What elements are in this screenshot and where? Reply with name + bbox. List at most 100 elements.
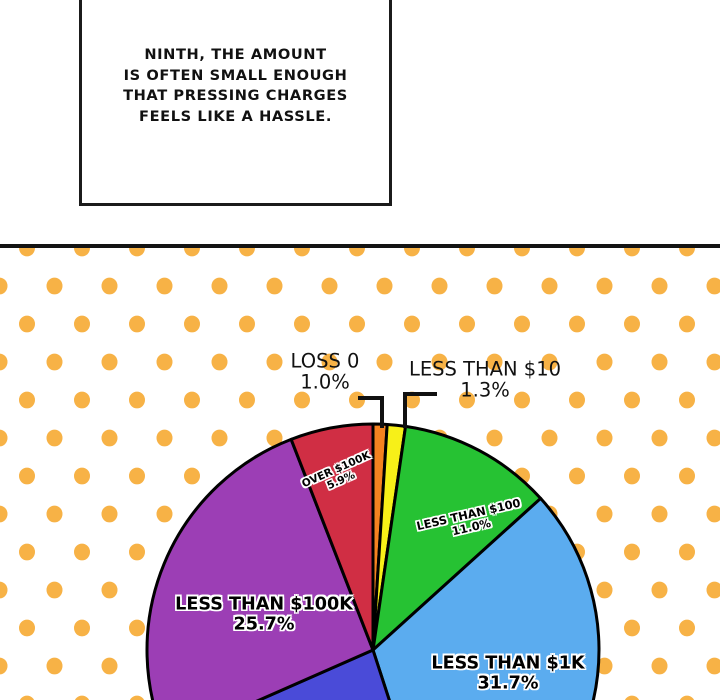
background-dot xyxy=(706,657,720,675)
background-dot xyxy=(679,619,695,637)
background-dot xyxy=(541,429,558,447)
background-dot xyxy=(569,315,585,333)
loss-0-leader xyxy=(358,396,384,428)
background-dot xyxy=(0,353,8,371)
background-dot xyxy=(679,467,695,485)
background-dot xyxy=(184,248,200,257)
background-dot xyxy=(596,657,613,675)
background-dot xyxy=(679,248,695,257)
background-dot xyxy=(19,543,35,561)
slice-label-name: LOSS 0 xyxy=(290,349,360,373)
background-dot xyxy=(46,277,63,295)
background-dot xyxy=(19,391,35,409)
background-dot xyxy=(294,315,310,333)
background-dot xyxy=(431,277,448,295)
pie-chart-svg xyxy=(145,392,601,700)
background-dot xyxy=(651,657,668,675)
background-dot xyxy=(541,353,558,371)
chart-section: LOSS 0 1.0% LESS THAN $10 1.3% LESS THAN $10… xyxy=(0,248,720,700)
pie-chart: LOSS 0 1.0% LESS THAN $10 1.3% LESS THAN $10… xyxy=(0,248,720,700)
pie-slices xyxy=(145,422,601,700)
background-dot xyxy=(651,581,668,599)
slice-label-percent: 1.0% xyxy=(300,371,350,394)
background-dot xyxy=(184,315,200,333)
slice-label-name: LESS THAN $10 xyxy=(408,357,562,381)
pie-slice[interactable] xyxy=(371,496,601,700)
background-dot xyxy=(266,429,283,447)
background-dot xyxy=(431,353,448,371)
background-dot xyxy=(46,353,63,371)
background-dot xyxy=(129,391,145,409)
background-dot xyxy=(266,277,283,295)
background-dot xyxy=(514,248,530,257)
background-dot xyxy=(19,467,35,485)
background-dot xyxy=(19,619,35,637)
background-dot xyxy=(19,248,35,257)
background-dot xyxy=(239,315,255,333)
background-dot xyxy=(349,315,365,333)
caption-text: NINTH, THE AMOUNT IS OFTEN SMALL ENOUGH … xyxy=(123,46,348,125)
background-dot xyxy=(651,353,668,371)
background-dot xyxy=(19,315,35,333)
background-dot xyxy=(624,695,640,700)
background-dot xyxy=(0,657,8,675)
background-dot xyxy=(74,695,90,700)
background-dot xyxy=(706,277,720,295)
background-dot xyxy=(129,543,145,561)
background-dot xyxy=(129,467,145,485)
background-dot xyxy=(679,391,695,409)
background-dot xyxy=(294,391,310,409)
background-dot xyxy=(624,248,640,257)
slice-label-percent: 1.3% xyxy=(460,379,510,402)
pie-slice[interactable] xyxy=(371,424,543,652)
background-dot xyxy=(101,657,118,675)
background-dot xyxy=(211,353,228,371)
caption-panel: NINTH, THE AMOUNT IS OFTEN SMALL ENOUGH … xyxy=(79,0,392,206)
background-dot xyxy=(101,353,118,371)
background-dot xyxy=(101,429,118,447)
background-dot xyxy=(184,467,200,485)
pie-slice[interactable] xyxy=(166,648,443,700)
comic-top-section: NINTH, THE AMOUNT IS OFTEN SMALL ENOUGH … xyxy=(0,0,720,247)
background-dot xyxy=(74,619,90,637)
background-dot xyxy=(266,353,283,371)
background-dot xyxy=(211,429,228,447)
background-dot xyxy=(19,695,35,700)
background-dot xyxy=(596,277,613,295)
background-dot xyxy=(349,391,365,409)
background-dot xyxy=(101,277,118,295)
slice-label: LESS THAN $10 1.3% xyxy=(408,357,562,402)
background-dot xyxy=(211,277,228,295)
background-dot xyxy=(184,391,200,409)
background-dot xyxy=(624,543,640,561)
background-dot xyxy=(404,315,420,333)
background-dot xyxy=(679,315,695,333)
background-dot xyxy=(596,429,613,447)
background-dot xyxy=(679,543,695,561)
pie-slice[interactable] xyxy=(145,437,375,700)
background-dot xyxy=(624,467,640,485)
background-dot xyxy=(156,505,173,523)
background-dot xyxy=(376,353,393,371)
background-dot xyxy=(74,248,90,257)
background-dot xyxy=(129,248,145,257)
background-dot xyxy=(156,277,173,295)
background-dot xyxy=(706,505,720,523)
background-dot xyxy=(129,315,145,333)
background-dot xyxy=(0,277,8,295)
background-dot xyxy=(459,315,475,333)
background-dot xyxy=(596,581,613,599)
background-dot xyxy=(486,353,503,371)
pie-slice[interactable] xyxy=(289,422,375,652)
background-dot xyxy=(129,619,145,637)
background-dot xyxy=(321,277,338,295)
background-dot xyxy=(706,429,720,447)
background-dot xyxy=(376,277,393,295)
background-dot xyxy=(74,315,90,333)
background-dot xyxy=(624,619,640,637)
background-dot xyxy=(101,505,118,523)
background-dot xyxy=(404,248,420,257)
background-dot xyxy=(0,505,8,523)
background-dot xyxy=(74,543,90,561)
